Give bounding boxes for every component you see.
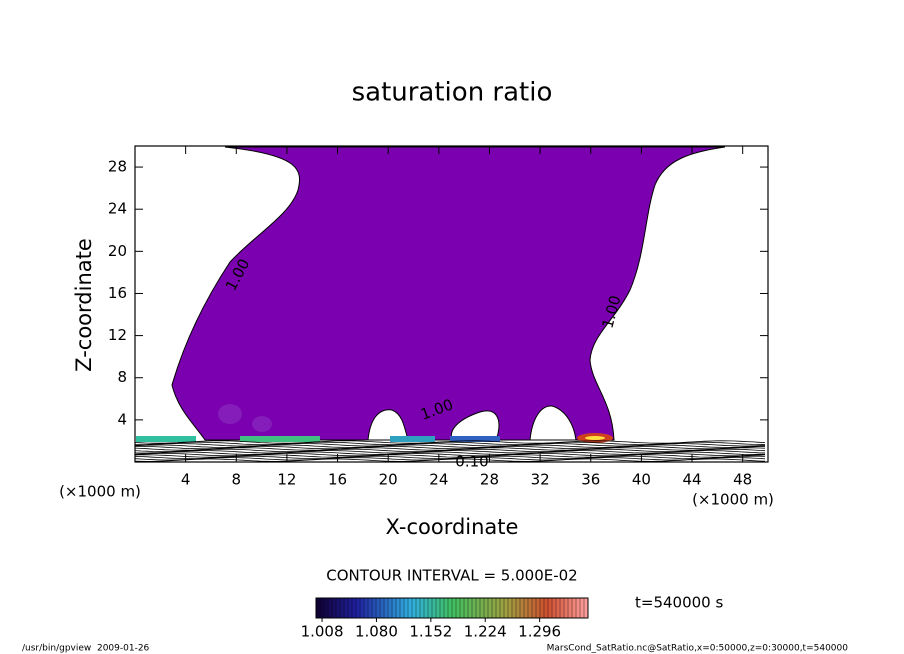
x-tick-label: 8 bbox=[232, 471, 242, 489]
y-unit-label: (×1000 m) bbox=[59, 483, 141, 501]
blob bbox=[240, 436, 320, 442]
clear-pocket bbox=[367, 409, 409, 441]
x-tick-label: 24 bbox=[429, 471, 448, 489]
footer-right: MarsCond_SatRatio.nc@SatRatio,x=0:50000,… bbox=[547, 644, 849, 654]
blob bbox=[450, 436, 500, 442]
x-tick-label: 28 bbox=[480, 471, 499, 489]
saturated-region bbox=[171, 146, 726, 441]
x-tick-label: 36 bbox=[581, 471, 600, 489]
blob bbox=[218, 404, 242, 424]
footer-left: /usr/bin/gpview 2009-01-26 bbox=[22, 644, 150, 654]
y-tick-label: 4 bbox=[117, 410, 127, 428]
x-tick-label: 32 bbox=[531, 471, 550, 489]
contour-line bbox=[134, 451, 766, 455]
x-tick-label: 48 bbox=[733, 471, 752, 489]
y-tick-label: 24 bbox=[108, 200, 127, 218]
colorbar-tick-label: 1.008 bbox=[301, 623, 344, 641]
x-unit-label: (×1000 m) bbox=[692, 491, 774, 509]
x-tick-label: 12 bbox=[277, 471, 296, 489]
blob bbox=[585, 436, 605, 440]
contour-line bbox=[134, 448, 766, 452]
colorbar-tick-label: 1.152 bbox=[409, 623, 452, 641]
colorbar-tick-label: 1.224 bbox=[464, 623, 507, 641]
contour-interval: CONTOUR INTERVAL = 5.000E-02 bbox=[326, 567, 577, 585]
x-tick-label: 16 bbox=[328, 471, 347, 489]
chart-title: saturation ratio bbox=[352, 78, 553, 108]
contour-line bbox=[134, 440, 766, 444]
contour-line bbox=[134, 458, 766, 462]
y-tick-label: 20 bbox=[108, 242, 127, 260]
y-tick-label: 16 bbox=[108, 284, 127, 302]
x-tick-label: 44 bbox=[682, 471, 701, 489]
colorbar-tick-label: 1.296 bbox=[518, 623, 561, 641]
plot-area: 1.00 1.00 1.00 0.10 bbox=[134, 145, 769, 471]
blob bbox=[252, 416, 272, 432]
time-label: t=540000 s bbox=[635, 594, 723, 612]
y-tick-label: 8 bbox=[117, 368, 127, 386]
x-tick-label: 4 bbox=[181, 471, 191, 489]
contour-line bbox=[134, 455, 766, 459]
plot-frame bbox=[134, 145, 769, 463]
clear-pocket bbox=[450, 410, 500, 441]
contour-line bbox=[135, 446, 766, 450]
y-tick-label: 28 bbox=[108, 158, 127, 176]
blob bbox=[136, 436, 196, 442]
x-tick-label: 20 bbox=[379, 471, 398, 489]
contour-line bbox=[134, 443, 766, 447]
colorbar-tick-label: 1.080 bbox=[355, 623, 398, 641]
y-axis-label: Z-coordinate bbox=[72, 238, 96, 372]
x-axis-label: X-coordinate bbox=[386, 515, 519, 539]
y-tick-label: 12 bbox=[108, 326, 127, 344]
clear-pocket bbox=[529, 405, 577, 441]
blob bbox=[390, 436, 435, 442]
x-tick-label: 40 bbox=[632, 471, 651, 489]
